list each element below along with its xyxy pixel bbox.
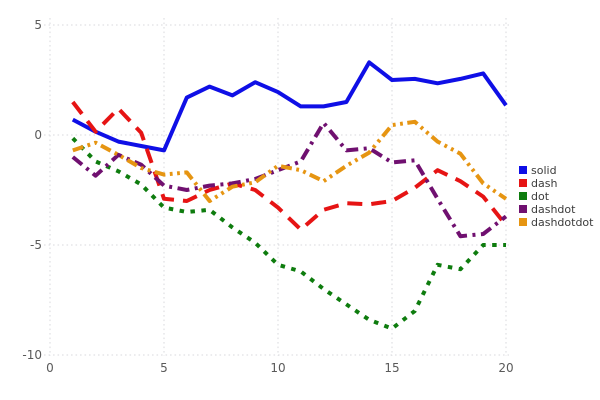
legend-label: dash xyxy=(531,177,557,190)
series-layer xyxy=(71,60,508,331)
legend-swatch-icon xyxy=(519,218,527,226)
legend-label: dashdot xyxy=(531,203,576,216)
y-axis-tick-label: 5 xyxy=(34,18,42,32)
y-axis-tick-label: -5 xyxy=(30,238,42,252)
axis-labels-layer: 0 5 10 15 20 5 0 -5 -10 xyxy=(22,18,513,375)
x-axis-tick-label: 20 xyxy=(498,361,513,375)
legend-label: dot xyxy=(531,190,550,203)
series-line-dash xyxy=(71,100,508,232)
x-axis-tick-label: 10 xyxy=(270,361,285,375)
legend-swatch-icon xyxy=(519,192,527,200)
legend-item-dashdotdot: dashdotdot xyxy=(519,216,594,229)
legend-label: dashdotdot xyxy=(531,216,594,229)
legend-item-solid: solid xyxy=(519,164,557,177)
series-line-solid xyxy=(71,60,508,153)
x-axis-tick-label: 5 xyxy=(160,361,168,375)
legend-item-dash: dash xyxy=(519,177,557,190)
legend-swatch-icon xyxy=(519,179,527,187)
x-axis-tick-label: 15 xyxy=(384,361,399,375)
x-axis-tick-label: 0 xyxy=(46,361,54,375)
legend-label: solid xyxy=(531,164,557,177)
y-axis-tick-label: 0 xyxy=(34,128,42,142)
legend-swatch-icon xyxy=(519,166,527,174)
grid-layer xyxy=(44,18,509,356)
legend-swatch-icon xyxy=(519,205,527,213)
y-axis-tick-label: -10 xyxy=(22,348,42,362)
series-line-dot xyxy=(71,136,506,331)
series-line-dashdotdot xyxy=(72,119,508,203)
legend-item-dashdot: dashdot xyxy=(519,203,576,216)
legend-item-dot: dot xyxy=(519,190,550,203)
series-line-dashdot xyxy=(71,120,508,239)
